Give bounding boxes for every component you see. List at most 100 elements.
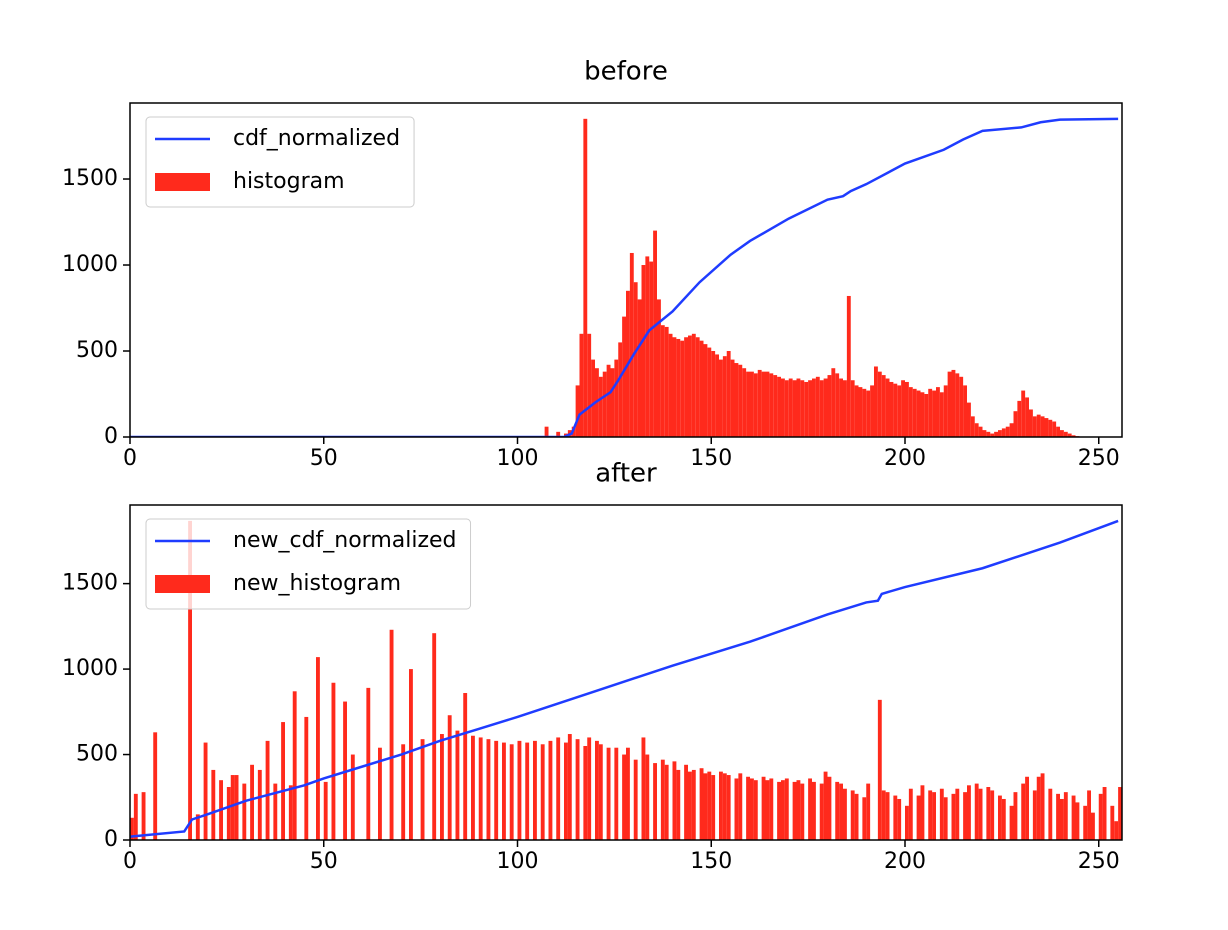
histogram-bar: [1060, 430, 1064, 437]
histogram-bar: [699, 768, 704, 840]
histogram-bar: [389, 629, 394, 840]
histogram-bar: [1052, 421, 1057, 437]
histogram-bar: [1071, 435, 1076, 437]
x-tick-label: 0: [123, 849, 137, 874]
histogram-bar: [517, 740, 522, 840]
histogram-bar: [1036, 776, 1041, 840]
histogram-bar: [564, 742, 568, 840]
histogram-bar: [409, 669, 413, 840]
histogram-bar: [951, 793, 956, 840]
histogram-bar: [920, 392, 925, 437]
histogram-bar: [974, 783, 979, 840]
histogram-bar: [734, 363, 739, 437]
histogram-bar: [990, 790, 995, 840]
histogram-bar: [350, 754, 355, 840]
histogram-bar: [420, 739, 425, 840]
histogram-bar: [602, 371, 607, 437]
histogram-bar: [533, 740, 537, 840]
histogram-bar: [784, 380, 789, 437]
histogram-bar: [1005, 426, 1010, 437]
histogram-bar: [1067, 433, 1072, 437]
axes-frame: [129, 504, 1123, 841]
histogram-bar: [722, 773, 727, 840]
histogram-bar: [1102, 787, 1107, 840]
histogram-bar: [1032, 790, 1037, 840]
histogram-bar: [1118, 787, 1122, 840]
histogram-bar: [1025, 397, 1029, 437]
histogram-bar: [990, 433, 995, 437]
histogram-bar: [281, 722, 285, 840]
histogram-bar: [928, 790, 933, 840]
histogram-bar: [641, 265, 646, 437]
histogram-bar: [633, 759, 638, 840]
histogram-bar: [633, 282, 638, 437]
histogram-bar: [540, 744, 545, 840]
histogram-bar: [881, 375, 886, 437]
histogram-bar: [843, 788, 847, 840]
histogram-bar: [1040, 416, 1045, 437]
histogram-bar: [850, 380, 855, 437]
histogram-bar: [1036, 414, 1041, 437]
histogram-bar: [478, 737, 483, 840]
legend-box: [145, 518, 472, 610]
histogram-bar: [626, 747, 630, 840]
y-tick-label: 0: [104, 827, 118, 852]
y-tick-label: 0: [104, 424, 118, 449]
axes-frame: [129, 102, 1123, 438]
histogram-bar: [928, 388, 933, 437]
histogram-bar: [672, 337, 677, 437]
histogram-bar: [866, 783, 871, 840]
histogram-bar: [738, 773, 743, 840]
histogram-bar: [230, 775, 235, 840]
histogram-bar: [955, 373, 960, 437]
histogram-bar: [932, 390, 936, 437]
histogram-bar: [440, 734, 444, 840]
histogram-bar: [1063, 431, 1068, 437]
histogram-bar: [753, 780, 758, 840]
histogram-bar: [835, 373, 840, 437]
histogram-bar: [707, 771, 712, 840]
histogram-bar: [1001, 428, 1006, 437]
histogram-bar: [242, 783, 247, 840]
histogram-bar: [447, 715, 452, 840]
histogram-bar: [967, 785, 971, 840]
histogram-bar: [195, 814, 200, 840]
histogram-bar: [250, 764, 254, 840]
histogram-bar: [808, 778, 812, 840]
histogram-bar: [986, 787, 991, 840]
histogram-bar: [726, 775, 731, 840]
histogram-bar: [893, 795, 898, 840]
histogram-bar: [796, 378, 801, 437]
histogram-bar: [1013, 792, 1018, 840]
histogram-bar: [897, 798, 902, 840]
histogram-bar: [908, 788, 913, 840]
axes: before 0 50 100 150 200 250 0 500 1000 1500 cdf_nor…: [62, 57, 1123, 471]
x-tick-label: 250: [1078, 446, 1120, 471]
histogram-bar: [827, 776, 832, 840]
histogram-bar: [401, 744, 406, 840]
histogram-bar: [719, 359, 723, 437]
histogram-bar: [323, 781, 328, 840]
histogram-bar: [688, 335, 692, 437]
histogram-bar: [471, 735, 475, 840]
histogram-bar: [629, 252, 634, 437]
histogram-bar: [819, 380, 824, 437]
histogram-bar: [970, 416, 975, 437]
histogram-bar: [288, 785, 293, 840]
histogram-bar: [750, 778, 754, 840]
histogram-bar: [583, 118, 588, 437]
histogram-bar: [1083, 805, 1088, 840]
histogram-bar: [1114, 821, 1119, 840]
y-tick-label: 500: [76, 338, 118, 363]
histogram-bar: [722, 356, 727, 437]
histogram-bar: [567, 734, 572, 840]
x-tick-label: 100: [497, 849, 539, 874]
histogram-bar: [1056, 793, 1060, 840]
histogram-bar: [153, 732, 158, 840]
histogram-bar: [858, 387, 863, 437]
histogram-bar: [998, 430, 1002, 437]
histogram-bar: [963, 792, 967, 840]
histogram-bar: [556, 737, 561, 840]
histogram-bar: [874, 366, 878, 437]
